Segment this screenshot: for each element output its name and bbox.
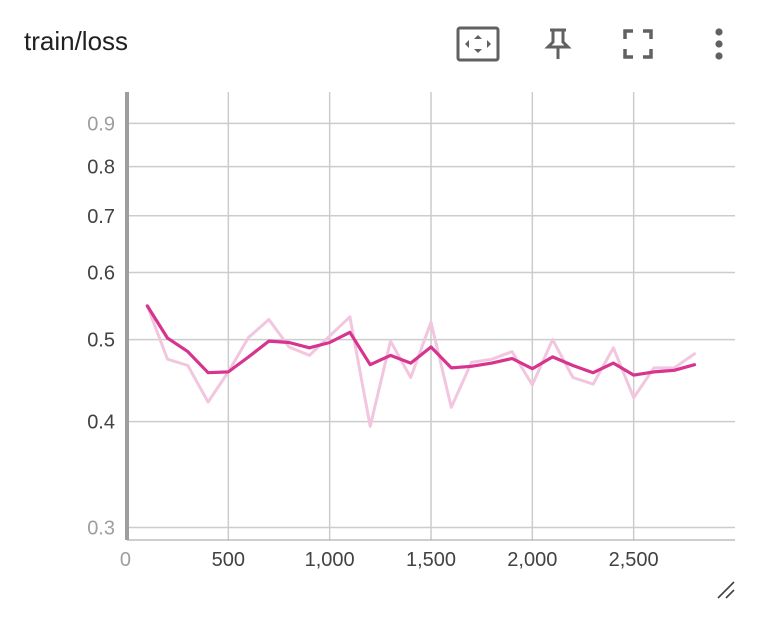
x-tick-label: 500	[212, 549, 245, 571]
x-tick-label: 1,500	[406, 549, 456, 571]
x-tick-label: 0	[120, 549, 131, 571]
y-tick-label: 0.7	[87, 206, 115, 228]
y-tick-label: 0.3	[87, 518, 115, 540]
fullscreen-button[interactable]	[615, 22, 661, 66]
more-options-button[interactable]	[696, 22, 742, 66]
fit-to-domain-button[interactable]	[455, 22, 501, 66]
y-tick-label: 0.4	[87, 412, 115, 434]
more-vert-icon	[715, 28, 723, 60]
resize-handle-icon	[717, 581, 735, 599]
pin-button[interactable]	[535, 22, 581, 66]
smoothed-loss-line	[145, 304, 697, 377]
y-tick-label: 0.8	[87, 157, 115, 179]
fit-to-domain-icon	[456, 26, 500, 62]
x-tick-label: 2,500	[609, 549, 659, 571]
pin-icon	[544, 28, 572, 59]
resize-handle[interactable]	[714, 578, 738, 602]
y-tick-label: 0.5	[87, 330, 115, 352]
y-tick-label: 0.6	[87, 263, 115, 285]
y-tick-label: 0.9	[87, 113, 115, 135]
raw-loss-line	[145, 304, 696, 428]
x-tick-label: 1,000	[305, 549, 355, 571]
fullscreen-icon	[623, 29, 653, 59]
x-tick-label: 2,000	[507, 549, 557, 571]
card-title: train/loss	[24, 26, 129, 56]
